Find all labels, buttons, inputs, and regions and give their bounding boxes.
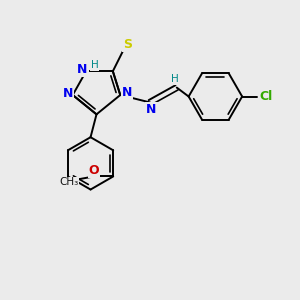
- Text: N: N: [77, 63, 88, 76]
- Text: N: N: [63, 87, 74, 100]
- Text: N: N: [122, 85, 132, 98]
- Text: CH₃: CH₃: [59, 177, 78, 188]
- Text: Cl: Cl: [259, 90, 272, 103]
- Text: O: O: [88, 164, 99, 177]
- Text: H: H: [171, 74, 179, 84]
- Text: N: N: [146, 103, 157, 116]
- Text: S: S: [123, 38, 132, 51]
- Text: H: H: [91, 60, 98, 70]
